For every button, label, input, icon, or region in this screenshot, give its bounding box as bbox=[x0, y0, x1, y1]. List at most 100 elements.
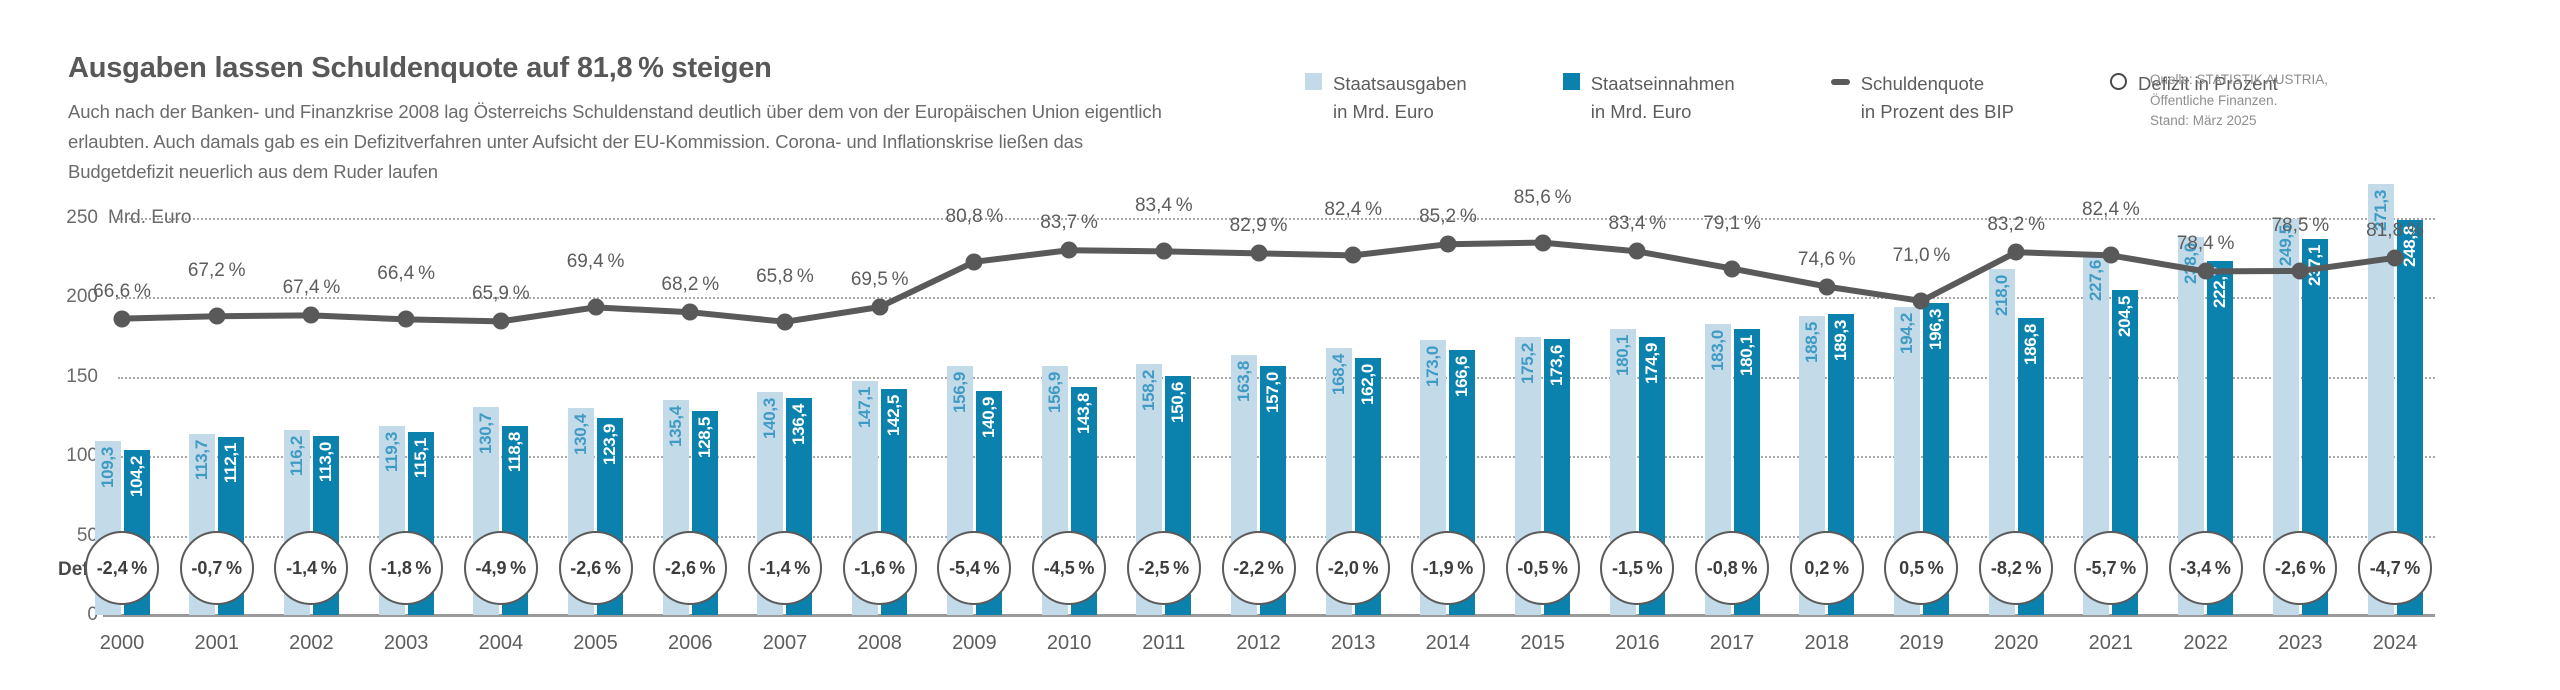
deficit-bubble-2007[interactable]: -1,4 % bbox=[747, 531, 822, 605]
deficit-value-label: 0,5 % bbox=[1899, 557, 1944, 578]
x-axis-tick-2008: 2008 bbox=[857, 632, 902, 654]
page-title: Ausgaben lassen Schuldenquote auf 81,8 %… bbox=[68, 52, 772, 84]
schuldenquote-label-2020: 83,2 % bbox=[1987, 214, 2045, 236]
bar-value-label: 158,2 bbox=[1139, 369, 1159, 411]
deficit-bubble-2013[interactable]: -2,0 % bbox=[1316, 531, 1391, 605]
deficit-value-label: -1,9 % bbox=[1422, 557, 1474, 578]
legend-line-icon bbox=[1830, 79, 1850, 85]
schuldenquote-label-2010: 83,7 % bbox=[1040, 212, 1098, 234]
schuldenquote-point-2005[interactable] bbox=[587, 298, 605, 316]
deficit-value-label: -2,0 % bbox=[1327, 557, 1379, 578]
deficit-value-label: -2,6 % bbox=[2274, 557, 2326, 578]
schuldenquote-point-2011[interactable] bbox=[1155, 242, 1173, 260]
deficit-bubble-2001[interactable]: -0,7 % bbox=[179, 531, 254, 605]
deficit-bubble-2020[interactable]: -8,2 % bbox=[1979, 531, 2054, 605]
legend-dark-swatch-icon bbox=[1562, 73, 1580, 90]
header-block: Ausgaben lassen Schuldenquote auf 81,8 %… bbox=[68, 52, 1188, 187]
schuldenquote-point-2003[interactable] bbox=[397, 310, 415, 328]
x-axis-tick-2016: 2016 bbox=[1615, 632, 1660, 654]
bar-value-label: 150,6 bbox=[1168, 381, 1188, 423]
deficit-bubble-2017[interactable]: -0,8 % bbox=[1695, 531, 1770, 605]
legend-item-3[interactable]: Schuldenquote in Prozent des BIP bbox=[1830, 70, 2014, 126]
schuldenquote-point-2004[interactable] bbox=[492, 312, 510, 330]
schuldenquote-label-2005: 69,4 % bbox=[566, 251, 625, 273]
schuldenquote-point-2008[interactable] bbox=[871, 298, 889, 316]
deficit-bubble-2008[interactable]: -1,6 % bbox=[842, 531, 917, 605]
bar-value-label: 104,2 bbox=[126, 455, 146, 497]
deficit-bubble-2000[interactable]: -2,4 % bbox=[85, 531, 159, 605]
deficit-bubble-2019[interactable]: 0,5 % bbox=[1884, 531, 1959, 605]
deficit-bubble-2015[interactable]: -0,5 % bbox=[1505, 531, 1580, 605]
schuldenquote-point-2007[interactable] bbox=[776, 313, 794, 331]
schuldenquote-label-2018: 74,6 % bbox=[1797, 248, 1856, 270]
y-axis-tick-50: 50 bbox=[76, 524, 98, 546]
deficit-bubble-2014[interactable]: -1,9 % bbox=[1410, 531, 1485, 605]
legend-item-4[interactable]: Defizit in Prozent bbox=[2109, 70, 2278, 126]
deficit-bubble-2016[interactable]: -1,5 % bbox=[1600, 531, 1675, 605]
deficit-bubble-2003[interactable]: -1,8 % bbox=[369, 531, 444, 605]
deficit-value-label: -2,6 % bbox=[570, 557, 621, 578]
schuldenquote-point-2023[interactable] bbox=[2291, 262, 2309, 280]
deficit-bubble-2011[interactable]: -2,5 % bbox=[1126, 531, 1201, 605]
schuldenquote-point-2024[interactable] bbox=[2386, 249, 2404, 267]
x-axis-tick-2012: 2012 bbox=[1236, 632, 1281, 654]
schuldenquote-point-2022[interactable] bbox=[2197, 262, 2215, 280]
schuldenquote-point-2018[interactable] bbox=[1818, 278, 1836, 296]
deficit-bubble-2002[interactable]: -1,4 % bbox=[274, 531, 349, 605]
deficit-bubble-2023[interactable]: -2,6 % bbox=[2263, 531, 2338, 605]
deficit-bubble-2004[interactable]: -4,9 % bbox=[463, 531, 538, 605]
bar-value-label: 168,4 bbox=[1328, 353, 1348, 395]
schuldenquote-label-2024: 81,8 % bbox=[2366, 219, 2424, 241]
bar-value-label: 174,9 bbox=[1641, 343, 1661, 385]
deficit-value-label: -1,6 % bbox=[854, 557, 905, 578]
legend-label-line1: Schuldenquote bbox=[1860, 73, 1985, 94]
deficit-bubble-2005[interactable]: -2,6 % bbox=[558, 531, 633, 605]
deficit-bubble-2024[interactable]: -4,7 % bbox=[2358, 531, 2432, 605]
schuldenquote-point-2006[interactable] bbox=[681, 303, 699, 321]
bar-value-label: 140,9 bbox=[978, 397, 998, 439]
legend-item-1[interactable]: Staatsausgaben in Mrd. Euro bbox=[1305, 70, 1467, 126]
deficit-value-label: -4,9 % bbox=[475, 557, 527, 578]
schuldenquote-point-2014[interactable] bbox=[1439, 235, 1457, 253]
schuldenquote-point-2009[interactable] bbox=[965, 253, 983, 271]
schuldenquote-point-2000[interactable] bbox=[113, 310, 131, 328]
legend-light-swatch-icon bbox=[1305, 73, 1322, 90]
schuldenquote-point-2019[interactable] bbox=[1912, 292, 1930, 310]
schuldenquote-point-2012[interactable] bbox=[1250, 244, 1267, 262]
bar-value-label: 130,7 bbox=[476, 413, 496, 455]
schuldenquote-label-2002: 67,4 % bbox=[282, 277, 341, 299]
schuldenquote-label-2014: 85,2 % bbox=[1419, 206, 1477, 228]
schuldenquote-point-2001[interactable] bbox=[208, 307, 226, 325]
deficit-value-label: -2,5 % bbox=[1138, 557, 1190, 578]
schuldenquote-point-2015[interactable] bbox=[1534, 234, 1552, 252]
deficit-bubble-2006[interactable]: -2,6 % bbox=[653, 531, 728, 605]
bar-value-label: 194,2 bbox=[1896, 312, 1916, 354]
schuldenquote-point-2016[interactable] bbox=[1628, 242, 1646, 260]
deficit-bubble-2009[interactable]: -5,4 % bbox=[937, 531, 1012, 605]
x-axis-tick-2006: 2006 bbox=[668, 632, 713, 654]
deficit-bubble-2012[interactable]: -2,2 % bbox=[1221, 531, 1296, 605]
deficit-bubble-2010[interactable]: -4,5 % bbox=[1032, 531, 1107, 605]
schuldenquote-point-2010[interactable] bbox=[1060, 241, 1078, 259]
x-axis-tick-2004: 2004 bbox=[478, 632, 524, 654]
deficit-bubble-2022[interactable]: -3,4 % bbox=[2168, 531, 2243, 605]
schuldenquote-label-2007: 65,8 % bbox=[756, 265, 814, 287]
deficit-bubble-2021[interactable]: -5,7 % bbox=[2073, 531, 2148, 605]
legend-item-2[interactable]: Staatseinnahmen in Mrd. Euro bbox=[1562, 70, 1735, 126]
bar-value-label: 156,9 bbox=[949, 371, 969, 413]
source-line-2: Öffentliche Finanzen. bbox=[2150, 92, 2278, 108]
bar-value-label: 218,0 bbox=[1991, 274, 2011, 316]
schuldenquote-point-2020[interactable] bbox=[2007, 243, 2025, 261]
bar-value-label: 173,6 bbox=[1547, 345, 1567, 387]
bar-value-label: 130,4 bbox=[571, 413, 591, 455]
bar-value-label: 128,5 bbox=[694, 416, 714, 458]
schuldenquote-point-2013[interactable] bbox=[1344, 246, 1362, 264]
schuldenquote-point-2017[interactable] bbox=[1723, 260, 1741, 278]
source-line-1: Quelle: STATISTIK AUSTRIA, bbox=[2150, 72, 2329, 87]
schuldenquote-point-2021[interactable] bbox=[2102, 246, 2120, 264]
deficit-value-label: -1,4 % bbox=[759, 557, 811, 578]
bar-value-label: 173,0 bbox=[1423, 346, 1443, 388]
deficit-bubble-2018[interactable]: 0,2 % bbox=[1789, 531, 1864, 605]
x-axis-tick-2023: 2023 bbox=[2278, 632, 2323, 654]
schuldenquote-point-2002[interactable] bbox=[302, 306, 320, 324]
